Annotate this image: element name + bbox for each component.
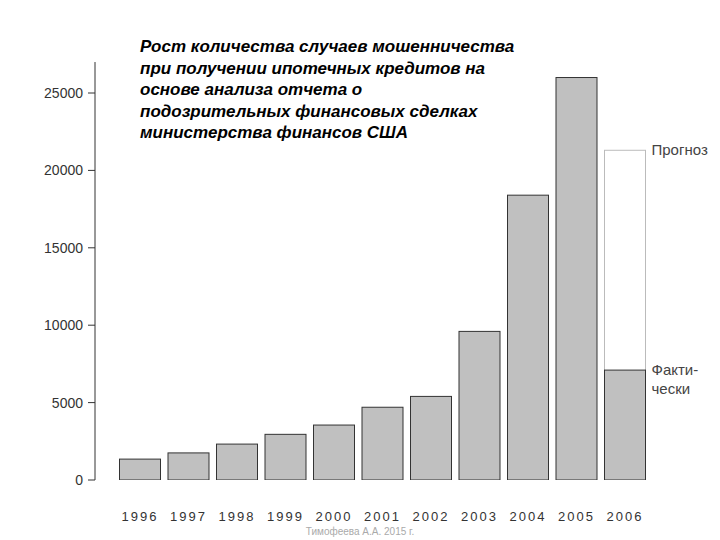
y-tick [88,93,95,94]
bar [362,407,403,480]
y-tick-label: 20000 [44,162,83,178]
bar [168,453,209,480]
bar [508,195,549,480]
bar [605,150,646,480]
bar [265,434,306,480]
bar [605,370,646,480]
bars [120,78,646,480]
annotation: Тимофеева А.А. 2015 г. [306,526,415,537]
y-tick-label: 15000 [44,240,83,256]
x-tick-label: 2003 [461,509,498,524]
y-axis-line [95,62,96,480]
bar [556,78,597,480]
y-tick [88,402,95,403]
y-tick [88,325,95,326]
chart: 0 5000 10000 15000 20000 25000 1996 1997 1998 199… [0,0,720,540]
y-tick-label: 25000 [44,85,83,101]
x-tick-label: 2001 [364,509,401,524]
y-tick-label: 0 [75,472,83,488]
x-tick-label: 1996 [122,509,159,524]
title: Рост количества случаев мошенничествапри… [140,37,514,142]
y-tick-label: 5000 [52,395,83,411]
x-tick-label: 2006 [607,509,644,524]
x-tick-label: 2004 [510,509,547,524]
bar [120,459,161,480]
bar [314,425,355,480]
y-tick-label: 10000 [44,317,83,333]
y-tick [88,170,95,171]
x-tick-label: 2002 [413,509,450,524]
x-tick-label: 2005 [558,509,595,524]
legend-label: Прогноз [652,141,708,158]
x-tick-label: 1998 [219,509,256,524]
legend-label: Факти-чески [652,361,699,397]
x-tick-label: 1997 [170,509,207,524]
bar [411,396,452,480]
y-tick [88,247,95,248]
x-tick-label: 2000 [316,509,353,524]
x-tick-label: 1999 [267,509,304,524]
bar [217,444,258,480]
bar [459,331,500,480]
y-tick [88,480,95,481]
